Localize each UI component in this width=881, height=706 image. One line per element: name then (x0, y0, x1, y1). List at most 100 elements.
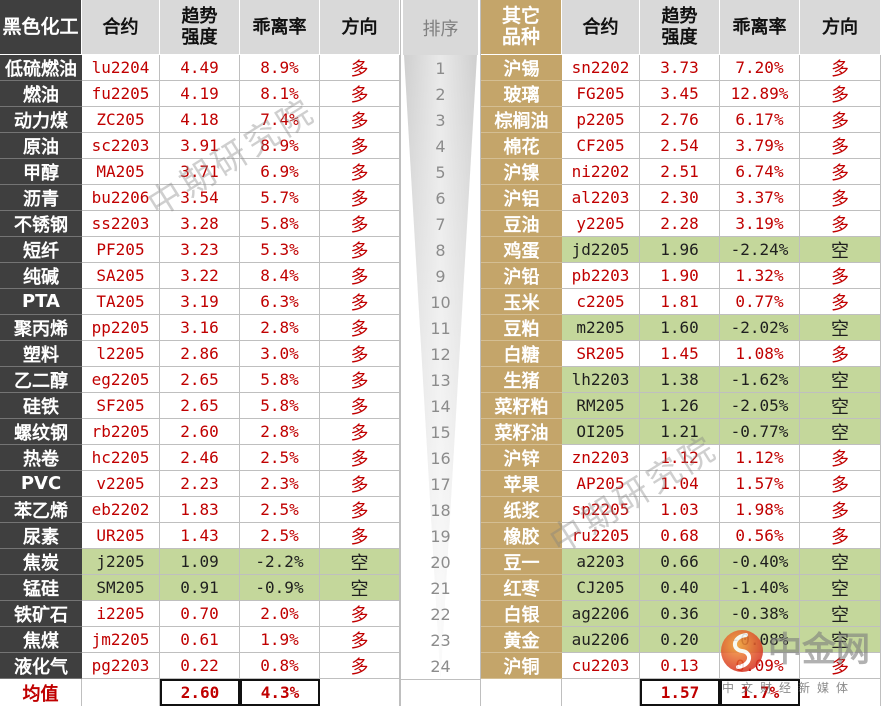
trend-strength-value: 0.70 (160, 601, 240, 627)
contract-code: a2203 (562, 549, 640, 575)
direction-value: 多 (800, 341, 881, 367)
commodity-name: 沪锡 (481, 55, 562, 81)
contract-code: ZC205 (82, 107, 160, 133)
commodity-name: 玻璃 (481, 81, 562, 107)
deviation-rate-value: 6.74% (720, 159, 800, 185)
direction-value: 多 (320, 289, 400, 315)
deviation-rate-value: 7.20% (720, 55, 800, 81)
contract-code: jd2205 (562, 237, 640, 263)
deviation-rate-value: -0.08% (720, 627, 800, 653)
trend-strength-value: 2.86 (160, 341, 240, 367)
deviation-rate-value: 0.77% (720, 289, 800, 315)
direction-value: 空 (320, 549, 400, 575)
trend-strength-header: 趋势 强度 (640, 0, 720, 55)
contract-code: CJ205 (562, 575, 640, 601)
direction-value: 多 (800, 289, 881, 315)
contract-code: UR205 (82, 523, 160, 549)
direction-value: 多 (320, 445, 400, 471)
direction-value: 多 (320, 315, 400, 341)
rank-number: 24 (430, 656, 451, 676)
direction-value: 多 (800, 133, 881, 159)
contract-code: sp2205 (562, 497, 640, 523)
average-empty-cell (481, 679, 562, 706)
trend-strength-value: 2.23 (160, 471, 240, 497)
direction-value: 多 (800, 445, 881, 471)
rank-number: 4 (435, 136, 446, 156)
trend-strength-value: 1.43 (160, 523, 240, 549)
trend-strength-value: 4.49 (160, 55, 240, 81)
contract-code: pb2203 (562, 263, 640, 289)
commodity-name: 沪镍 (481, 159, 562, 185)
contract-header: 合约 (562, 0, 640, 55)
trend-strength-value: 0.13 (640, 653, 720, 679)
commodity-name: 纯碱 (0, 263, 82, 289)
commodity-name: 螺纹钢 (0, 419, 82, 445)
other-varieties-table: 其它 品种 合约 趋势 强度 乖离率 方向 沪锡 sn2202 3.73 7.20% 多… (481, 0, 881, 706)
direction-value: 空 (800, 549, 881, 575)
trend-strength-value: 0.68 (640, 523, 720, 549)
rank-list: 1 2 3 4 5 6 7 8 9 10 11 12 13 14 15 16 17 18 19 20 21 22 23 24 (401, 55, 480, 679)
commodity-name: 沪铜 (481, 653, 562, 679)
trend-strength-value: 3.45 (640, 81, 720, 107)
deviation-rate-value: 3.79% (720, 133, 800, 159)
commodity-name: 沪铅 (481, 263, 562, 289)
deviation-rate-value: 1.9% (240, 627, 320, 653)
commodity-name: 不锈钢 (0, 211, 82, 237)
direction-value: 空 (800, 601, 881, 627)
rank-number: 21 (430, 578, 451, 598)
rank-column: 排序 1 2 3 4 5 6 7 8 9 10 11 12 13 14 15 16 17 18 19 20 21 22 23… (400, 0, 481, 706)
commodity-name: PTA (0, 289, 82, 315)
contract-code: jm2205 (82, 627, 160, 653)
trend-strength-value: 2.54 (640, 133, 720, 159)
deviation-rate-value: 0.56% (720, 523, 800, 549)
commodity-name: 短纤 (0, 237, 82, 263)
deviation-rate-value: -2.02% (720, 315, 800, 341)
contract-code: p2205 (562, 107, 640, 133)
direction-header: 方向 (800, 0, 881, 55)
deviation-rate-value: 6.17% (720, 107, 800, 133)
trend-strength-value: 4.19 (160, 81, 240, 107)
commodity-name: 苹果 (481, 471, 562, 497)
direction-value: 多 (320, 471, 400, 497)
deviation-rate-value: -0.38% (720, 601, 800, 627)
trend-strength-value: 1.45 (640, 341, 720, 367)
contract-code: y2205 (562, 211, 640, 237)
contract-code: pg2203 (82, 653, 160, 679)
deviation-rate-value: 2.5% (240, 523, 320, 549)
trend-strength-value: 2.30 (640, 185, 720, 211)
direction-value: 多 (320, 367, 400, 393)
direction-value: 多 (320, 185, 400, 211)
commodity-name: 菜籽油 (481, 419, 562, 445)
commodity-name: 菜籽粕 (481, 393, 562, 419)
trend-strength-value: 0.36 (640, 601, 720, 627)
direction-value: 多 (320, 523, 400, 549)
rank-number: 3 (435, 110, 446, 130)
commodity-name: 棕榈油 (481, 107, 562, 133)
contract-code: SA205 (82, 263, 160, 289)
commodity-name: 原油 (0, 133, 82, 159)
contract-code: eb2202 (82, 497, 160, 523)
contract-code: bu2206 (82, 185, 160, 211)
trend-strength-value: 3.28 (160, 211, 240, 237)
direction-value: 多 (320, 263, 400, 289)
direction-value: 多 (320, 601, 400, 627)
direction-value: 多 (320, 627, 400, 653)
deviation-rate-value: 1.98% (720, 497, 800, 523)
trend-strength-value: 3.71 (160, 159, 240, 185)
contract-code: sn2202 (562, 55, 640, 81)
direction-value: 多 (800, 523, 881, 549)
trend-strength-value: 2.65 (160, 393, 240, 419)
commodity-name: 红枣 (481, 575, 562, 601)
deviation-rate-value: 2.8% (240, 315, 320, 341)
direction-value: 多 (320, 81, 400, 107)
commodity-name: 沥青 (0, 185, 82, 211)
trend-strength-value: 3.16 (160, 315, 240, 341)
trend-strength-value: 3.23 (160, 237, 240, 263)
commodity-name: 豆一 (481, 549, 562, 575)
direction-value: 多 (320, 159, 400, 185)
commodity-name: 橡胶 (481, 523, 562, 549)
average-deviation-rate: 4.3% (240, 679, 320, 706)
direction-value: 空 (800, 575, 881, 601)
rank-number: 20 (430, 552, 451, 572)
trend-strength-value: 0.66 (640, 549, 720, 575)
